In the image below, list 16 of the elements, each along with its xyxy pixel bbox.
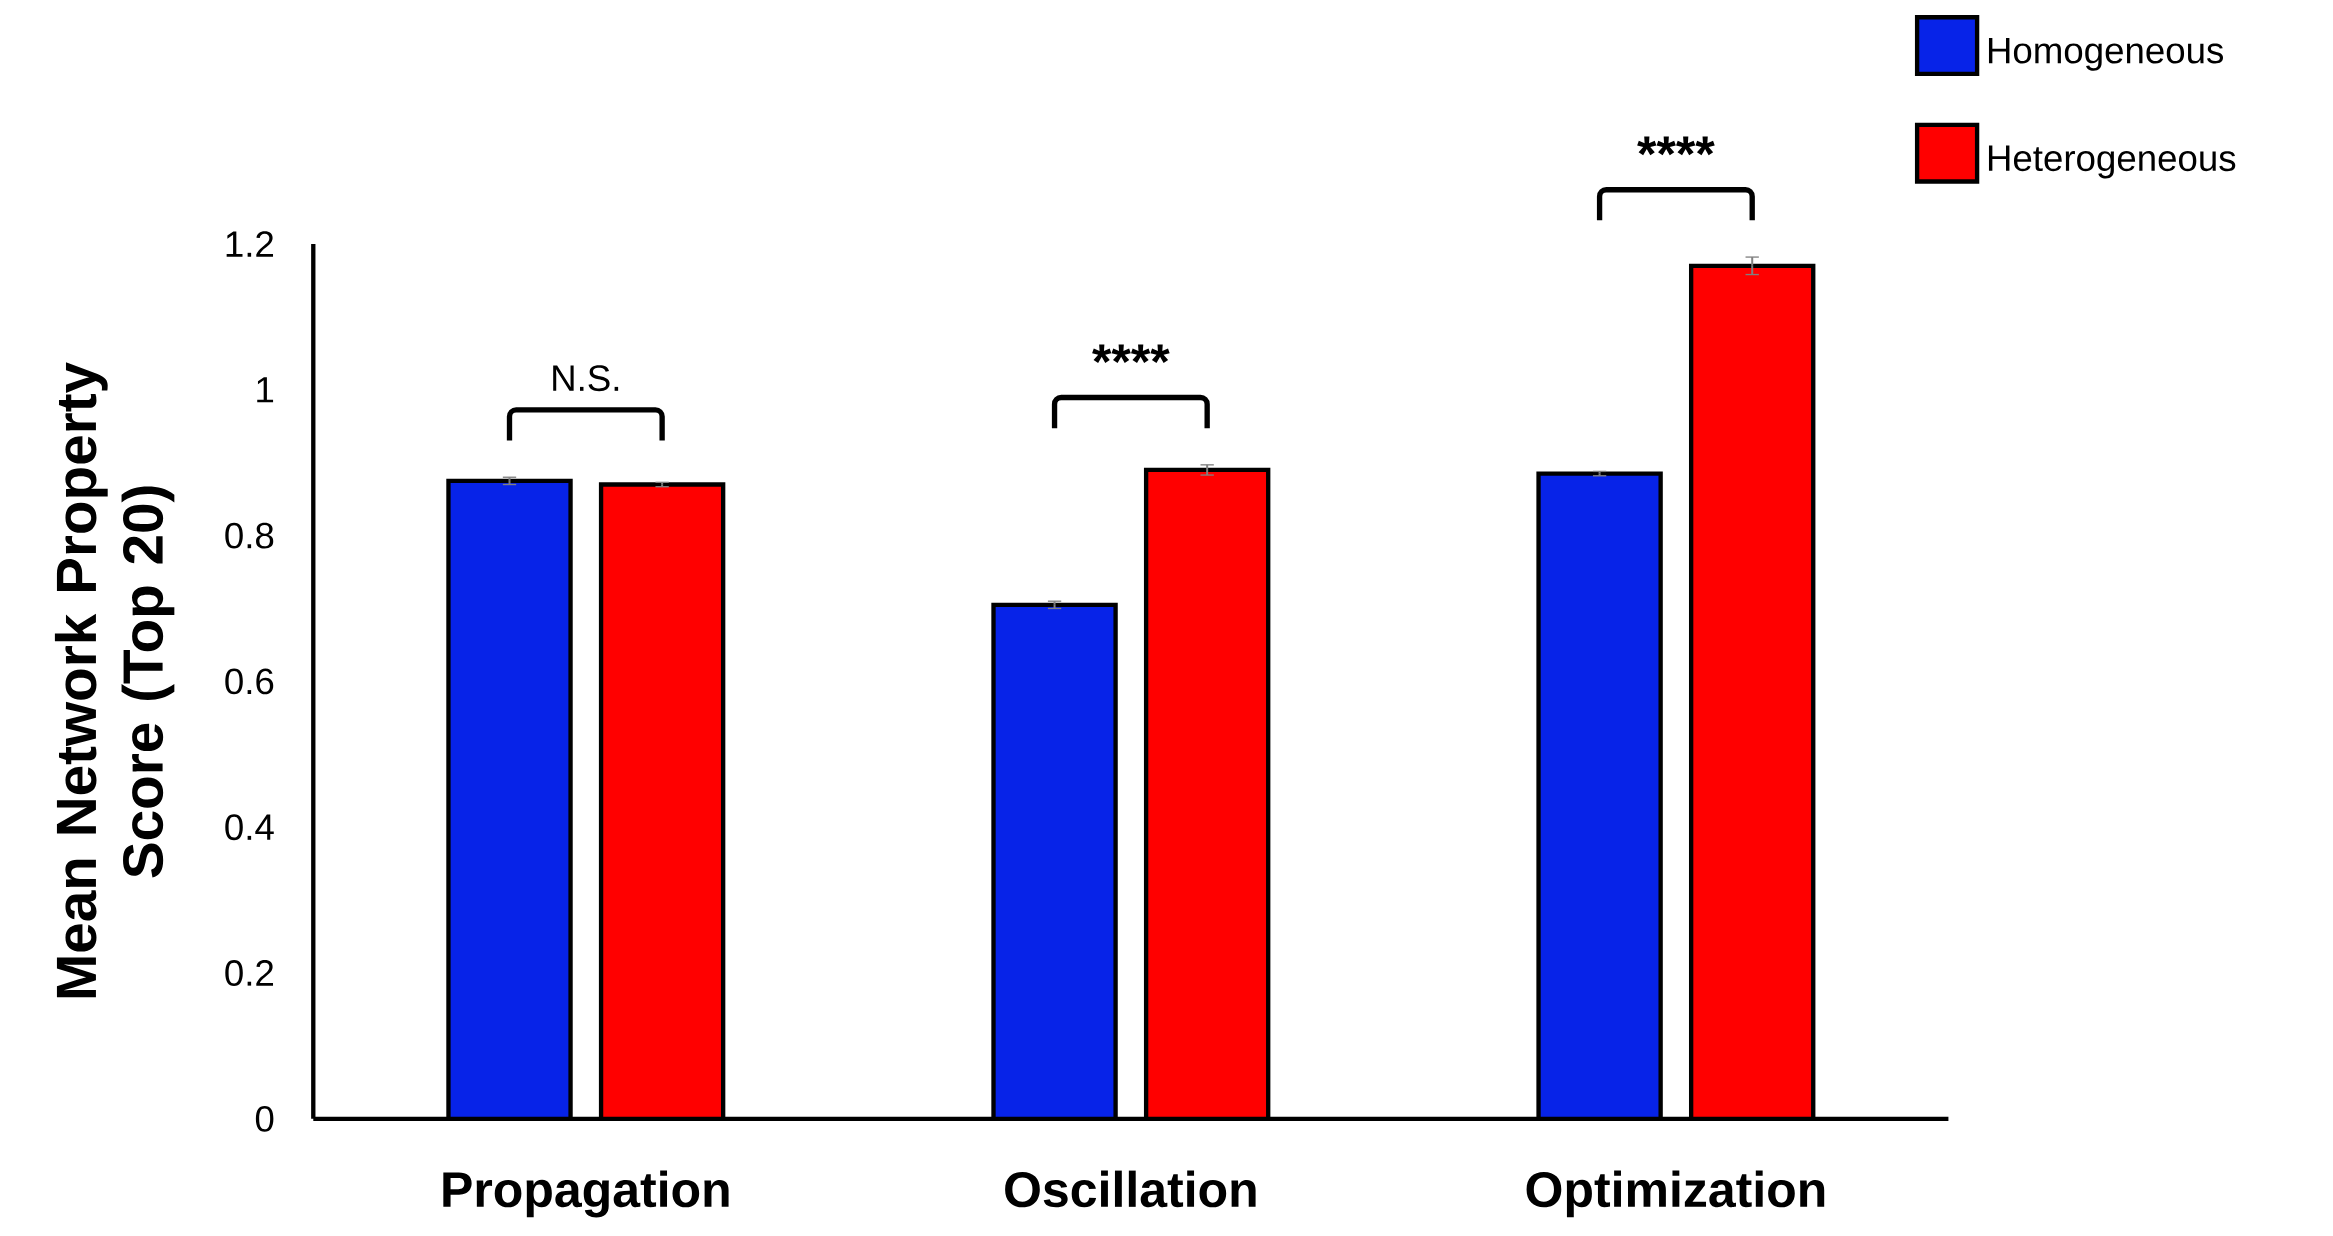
x-tick-label: Optimization [1526, 1170, 1825, 1218]
y-tick-label: 1 [257, 377, 274, 403]
legend-label: Homogeneous [1988, 38, 2224, 71]
y-tick-label: 0.6 [225, 668, 274, 695]
legend-label: Heterogeneous [1988, 145, 2236, 179]
x-tick-label: Oscillation [1005, 1170, 1256, 1208]
text: **** [1637, 136, 1715, 156]
y-tick-label: 0.2 [225, 960, 274, 987]
x-tick-label: Propagation [443, 1170, 729, 1218]
annotation: **** [1092, 344, 1170, 364]
annotation: N.S. [553, 365, 619, 392]
y-tick-label: 0.4 [225, 814, 274, 841]
y-axis-title: Mean Network Property Score (Top 20) [54, 362, 175, 998]
y-tick-label: 1.2 [226, 231, 274, 257]
y-tick-label: 0.8 [225, 522, 274, 549]
y-tick-label: 0 [255, 1105, 274, 1132]
